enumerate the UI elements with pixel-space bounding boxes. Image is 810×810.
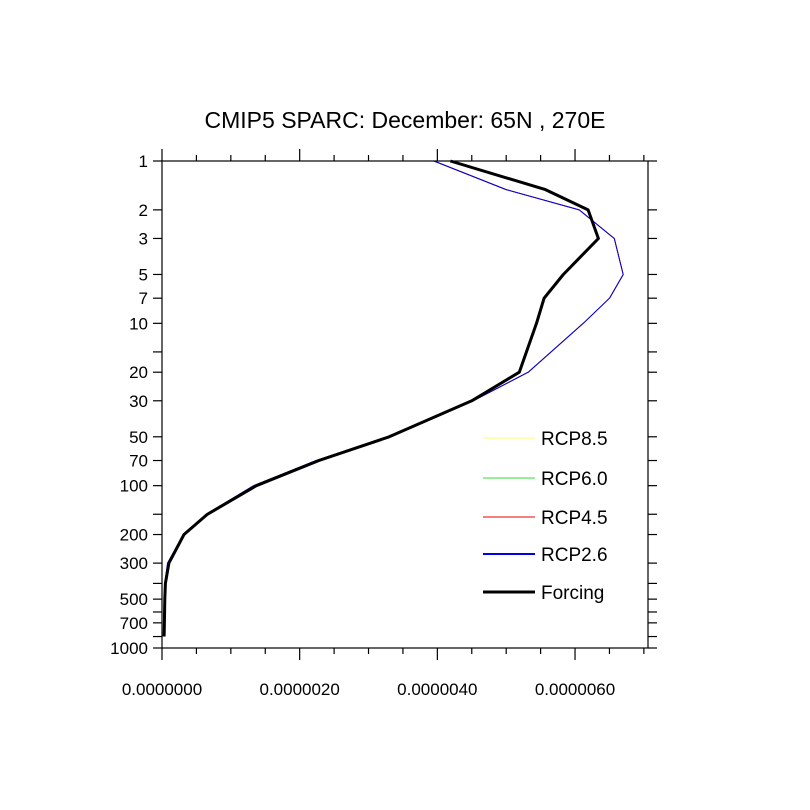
y-tick-label: 50	[129, 428, 148, 447]
legend: RCP8.5 RCP6.0 RCP4.5 RCP2.6 Forcing	[483, 429, 608, 604]
y-tick-label: 70	[129, 452, 148, 471]
y-tick-label: 3	[139, 229, 148, 248]
series-layer	[162, 159, 624, 637]
y-tick-label: 500	[120, 590, 148, 609]
y-tick-label: 1	[139, 152, 148, 171]
y-tick-label: 200	[120, 526, 148, 545]
legend-label: RCP8.5	[541, 429, 608, 450]
y-tick-label: 5	[139, 265, 148, 284]
x-tick-label: 0.0000000	[122, 680, 202, 699]
y-tick-label: 100	[120, 477, 148, 496]
x-tick-label: 0.0000040	[397, 680, 477, 699]
x-tick-label: 0.0000060	[535, 680, 615, 699]
y-tick-label: 7	[139, 289, 148, 308]
y-tick-label: 300	[120, 554, 148, 573]
y-tick-label: 10	[129, 314, 148, 333]
y-tick-label: 1000	[110, 639, 148, 658]
y-tick-label: 30	[129, 392, 148, 411]
legend-label: RCP4.5	[541, 508, 608, 529]
y-tick-label: 700	[120, 614, 148, 633]
x-tick-label: 0.0000020	[259, 680, 339, 699]
y-tick-label: 20	[129, 363, 148, 382]
series-line-forcing	[162, 159, 600, 637]
y-tick-label: 2	[139, 201, 148, 220]
tick-layer: 1 2 3 5 7 10 20 30 50 70 100 200 300 500 700 1000 0.0000…	[110, 149, 657, 699]
chart-title: CMIP5 SPARC: December: 65N , 270E	[205, 107, 606, 133]
plot-frame	[161, 160, 649, 649]
legend-label: RCP6.0	[541, 469, 608, 490]
legend-label: Forcing	[541, 583, 604, 604]
legend-label: RCP2.6	[541, 545, 608, 566]
